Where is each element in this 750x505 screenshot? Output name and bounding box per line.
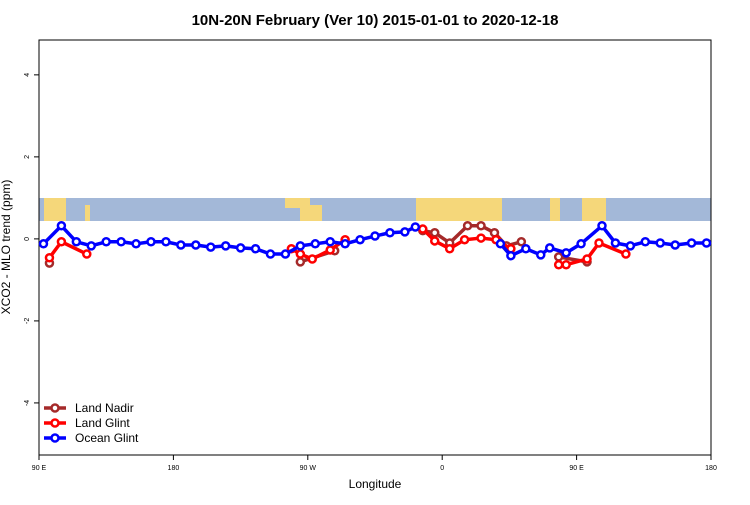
data-point bbox=[444, 243, 455, 254]
legend-marker bbox=[50, 403, 60, 413]
data-point bbox=[655, 238, 665, 248]
data-point bbox=[325, 245, 335, 255]
data-point bbox=[191, 240, 201, 250]
y-tick-label: 0 bbox=[24, 237, 31, 241]
data-point bbox=[161, 237, 171, 247]
data-point bbox=[495, 239, 506, 249]
data-point bbox=[561, 248, 571, 258]
x-axis-label: Longitude bbox=[349, 477, 402, 491]
x-tick-label: 180 bbox=[705, 465, 717, 472]
data-point bbox=[516, 237, 527, 247]
data-point bbox=[553, 252, 564, 262]
data-point bbox=[521, 243, 531, 254]
y-axis-label: XCO2 - MLO trend (ppm) bbox=[0, 180, 13, 315]
data-point bbox=[462, 221, 473, 231]
data-point bbox=[536, 250, 546, 260]
y-tick-label: -2 bbox=[24, 318, 31, 324]
data-point bbox=[71, 237, 82, 247]
data-point bbox=[265, 249, 276, 259]
data-point bbox=[506, 250, 516, 261]
data-point bbox=[670, 240, 680, 250]
data-point bbox=[640, 237, 651, 247]
data-point bbox=[476, 233, 486, 243]
y-tick-label: -4 bbox=[24, 400, 31, 406]
data-point bbox=[686, 238, 697, 248]
map-band bbox=[39, 198, 711, 221]
x-tick-label: 90 E bbox=[32, 465, 47, 472]
data-point bbox=[131, 239, 141, 249]
data-point bbox=[385, 227, 395, 238]
x-tick-label: 180 bbox=[168, 465, 180, 472]
data-point bbox=[44, 253, 55, 263]
data-point bbox=[576, 239, 586, 249]
data-point bbox=[400, 227, 410, 237]
data-point bbox=[295, 249, 306, 259]
data-point bbox=[582, 254, 592, 264]
legend-marker bbox=[50, 433, 60, 443]
legend-label: Land Nadir bbox=[75, 401, 134, 415]
legend-label: Land Glint bbox=[75, 416, 130, 430]
data-point bbox=[625, 241, 636, 251]
data-point bbox=[176, 240, 186, 250]
data-point bbox=[355, 234, 365, 245]
x-tick-label: 0 bbox=[440, 465, 444, 472]
data-point bbox=[307, 254, 318, 264]
data-point bbox=[295, 257, 306, 267]
data-point bbox=[553, 259, 564, 270]
data-point bbox=[429, 227, 440, 238]
data-point bbox=[146, 237, 156, 247]
data-point bbox=[476, 221, 486, 231]
data-point bbox=[370, 231, 380, 241]
y-tick-label: 4 bbox=[24, 73, 31, 77]
data-point bbox=[101, 237, 111, 247]
data-point bbox=[82, 249, 92, 259]
data-point bbox=[561, 259, 571, 270]
data-point bbox=[621, 249, 631, 259]
data-point bbox=[429, 236, 440, 246]
data-point bbox=[594, 238, 604, 248]
plot-frame bbox=[38, 39, 712, 456]
data-point bbox=[459, 234, 470, 245]
data-point bbox=[310, 239, 321, 249]
chart-title: 10N-20N February (Ver 10) 2015-01-01 to … bbox=[192, 12, 559, 29]
data-point bbox=[86, 241, 97, 251]
data-point bbox=[610, 238, 621, 248]
data-point bbox=[544, 243, 555, 253]
legend-label: Ocean Glint bbox=[75, 431, 139, 445]
data-point bbox=[56, 237, 67, 247]
data-point bbox=[418, 224, 428, 234]
data-point bbox=[410, 222, 421, 232]
y-tick-label: 2 bbox=[24, 155, 31, 159]
data-point bbox=[56, 221, 67, 231]
data-point bbox=[701, 238, 712, 248]
data-point bbox=[250, 243, 261, 254]
data-point bbox=[280, 249, 291, 259]
data-point bbox=[597, 221, 607, 231]
legend-marker bbox=[50, 418, 60, 428]
data-point bbox=[205, 242, 216, 252]
data-point bbox=[340, 239, 350, 249]
x-tick-label: 90 W bbox=[300, 465, 317, 472]
data-point bbox=[220, 241, 231, 251]
data-point bbox=[235, 243, 246, 253]
data-point bbox=[325, 237, 335, 247]
data-point bbox=[116, 237, 126, 247]
data-point bbox=[295, 241, 306, 251]
data-point bbox=[38, 239, 49, 249]
x-tick-label: 90 E bbox=[569, 465, 584, 472]
